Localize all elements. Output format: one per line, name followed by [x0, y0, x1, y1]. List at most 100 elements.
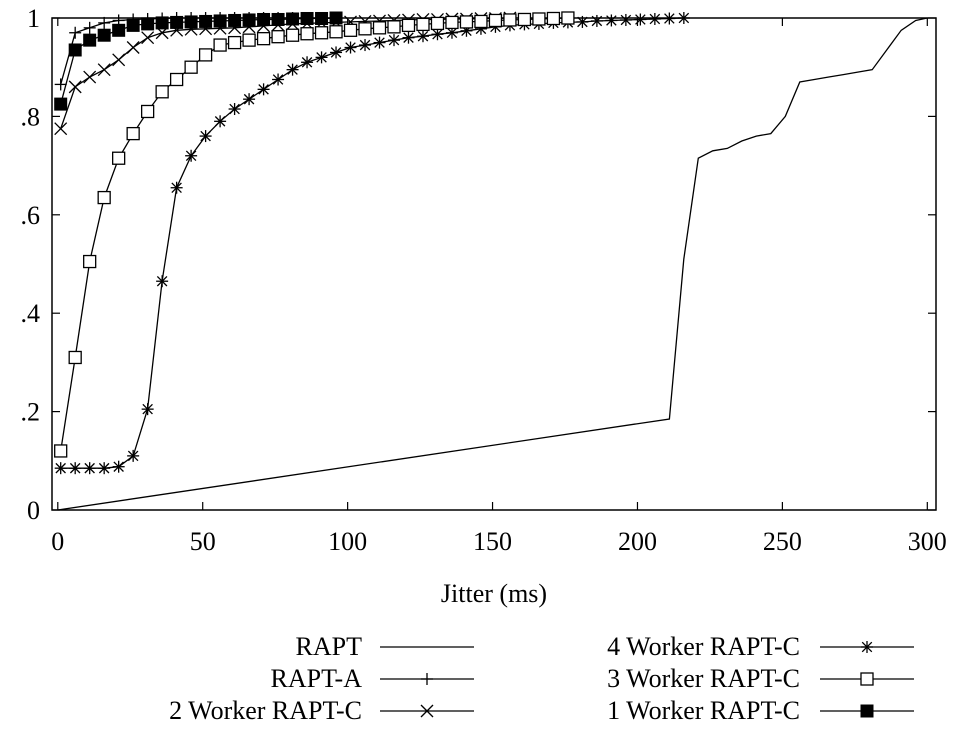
data-point: [54, 78, 67, 91]
y-tick-label: .2: [21, 398, 41, 427]
data-point: [155, 16, 169, 30]
data-point: [112, 151, 126, 165]
series-4-worker-rapt-c: [54, 12, 690, 475]
data-point: [286, 63, 299, 76]
x-tick-label: 100: [328, 527, 367, 556]
data-point: [54, 97, 68, 111]
legend-marker: [861, 641, 873, 653]
y-tick-label: 1: [27, 4, 40, 33]
series-1-worker-rapt-c: [54, 11, 343, 111]
data-point: [359, 39, 372, 52]
data-point: [69, 26, 82, 39]
data-point: [184, 60, 198, 74]
data-point: [416, 17, 430, 32]
data-point: [214, 115, 227, 128]
legend-marker: [421, 673, 433, 685]
data-point: [97, 28, 111, 42]
data-point: [68, 43, 82, 57]
x-tick-label: 50: [190, 527, 216, 556]
data-point: [126, 18, 140, 32]
series-layer: [54, 11, 928, 511]
x-tick-label: 0: [51, 527, 64, 556]
data-point: [677, 12, 690, 24]
data-point: [648, 12, 661, 25]
data-point: [97, 63, 111, 77]
data-point: [141, 31, 155, 45]
data-point: [141, 403, 154, 416]
data-point: [83, 21, 96, 34]
data-point: [256, 32, 271, 46]
data-point: [271, 30, 285, 44]
data-point: [170, 181, 183, 194]
data-point: [343, 23, 358, 37]
legend-label: RAPT-A: [270, 664, 362, 693]
data-point: [329, 11, 343, 25]
data-point: [314, 26, 329, 40]
data-point: [112, 23, 126, 37]
data-point: [503, 13, 517, 27]
legend-marker: [860, 672, 874, 686]
data-point: [300, 11, 314, 25]
legend-marker: [420, 704, 434, 718]
y-tick-label: 0: [27, 496, 40, 525]
data-point: [257, 83, 270, 96]
data-point: [199, 130, 212, 143]
data-point: [83, 254, 97, 269]
data-point: [227, 35, 242, 50]
data-point: [358, 22, 372, 36]
data-point: [112, 460, 125, 473]
data-point: [373, 36, 386, 49]
data-point: [330, 46, 343, 59]
legend: RAPT RAPT-A 2 Worker RAPT-C 4 Worker RAPT-C…: [169, 632, 914, 725]
data-point: [445, 15, 459, 30]
legend-label: RAPT: [296, 632, 363, 661]
y-axis: 0 .2 .4 .6 .8 1: [21, 4, 936, 525]
series-3-worker-rapt-c: [54, 11, 575, 458]
data-point: [54, 122, 68, 136]
plot-border: [51, 17, 937, 511]
data-point: [576, 15, 589, 28]
legend-item: 1 Worker RAPT-C: [607, 696, 914, 725]
data-point: [387, 20, 401, 34]
legend-item: 3 Worker RAPT-C: [607, 664, 914, 693]
data-point: [271, 12, 285, 26]
data-point: [243, 93, 256, 106]
data-point: [213, 38, 227, 52]
data-point: [198, 48, 213, 62]
data-point: [126, 41, 140, 54]
data-point: [459, 15, 474, 29]
data-point: [155, 85, 169, 99]
legend-item: RAPT-A: [270, 664, 474, 693]
data-point: [98, 462, 111, 475]
data-point: [546, 11, 561, 26]
legend-label: 2 Worker RAPT-C: [169, 696, 362, 725]
data-point: [54, 444, 68, 458]
data-point: [68, 80, 82, 94]
data-point: [344, 41, 357, 54]
data-point: [474, 14, 488, 29]
data-point: [431, 28, 444, 41]
legend-label: 1 Worker RAPT-C: [607, 696, 800, 725]
data-point: [83, 70, 97, 84]
x-tick-label: 200: [618, 527, 657, 556]
data-point: [301, 56, 314, 69]
legend-item: 4 Worker RAPT-C: [607, 632, 914, 661]
data-point: [286, 12, 300, 26]
x-axis-label: Jitter (ms): [441, 579, 547, 608]
data-point: [228, 13, 242, 27]
data-point: [98, 16, 111, 29]
data-point: [488, 13, 503, 28]
legend-item: 2 Worker RAPT-C: [169, 696, 474, 725]
data-point: [315, 11, 329, 25]
legend-label: 3 Worker RAPT-C: [607, 664, 800, 693]
data-point: [170, 15, 184, 29]
data-point: [315, 51, 328, 64]
data-point: [185, 149, 198, 162]
data-point: [169, 72, 184, 87]
series-rapt: [57, 17, 928, 511]
data-point: [619, 13, 632, 26]
data-point: [68, 350, 82, 365]
data-point: [401, 18, 416, 33]
data-point: [372, 21, 387, 35]
